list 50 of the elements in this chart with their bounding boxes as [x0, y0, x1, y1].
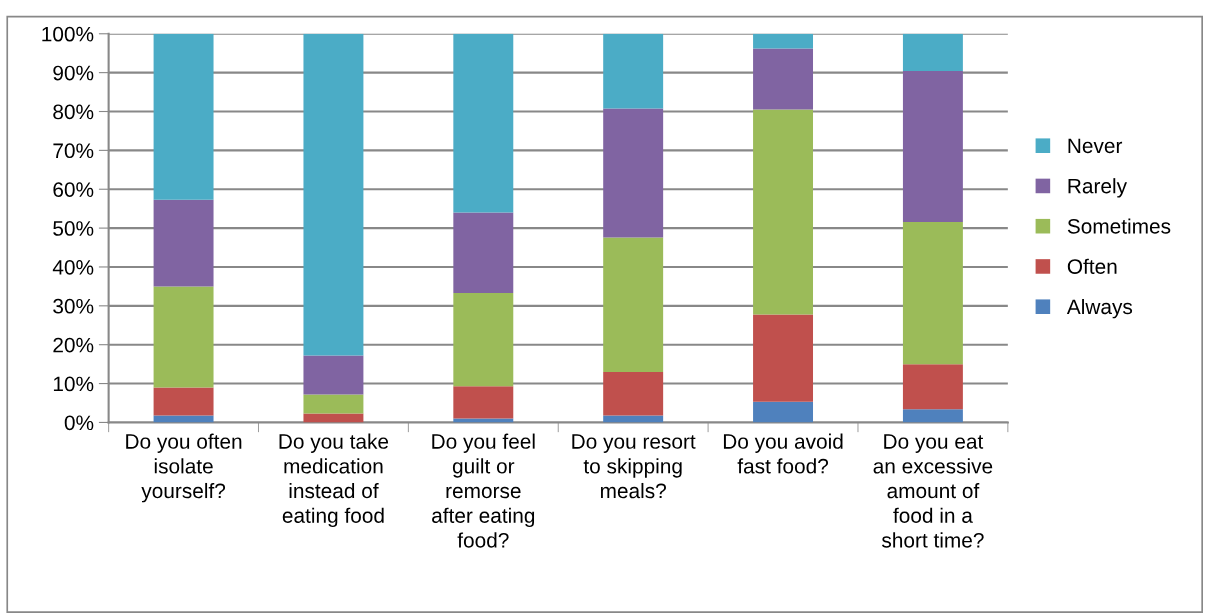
bar	[902, 221, 963, 365]
bar	[153, 387, 214, 416]
y-tick-label: 90%	[53, 65, 94, 81]
bar	[153, 199, 214, 287]
bar	[753, 109, 814, 315]
y-tick-label: 70%	[53, 143, 94, 159]
x-tick-label: Do you feel guilt or remorse after eating food?	[432, 433, 535, 548]
x-tick-label: Do you resort to skipping meals?	[572, 434, 696, 499]
y-tick-label: 30%	[53, 298, 94, 314]
y-tick-label: 0%	[64, 415, 94, 431]
bar	[153, 415, 214, 423]
bar	[753, 314, 814, 402]
y-tick-label: 20%	[53, 337, 94, 353]
bar	[153, 33, 214, 200]
bar	[303, 413, 364, 423]
bar	[902, 71, 963, 222]
bar	[603, 415, 664, 423]
y-tick-label: 50%	[53, 221, 94, 236]
bar	[453, 33, 514, 213]
legend-label: Always	[1066, 298, 1133, 319]
bar	[603, 33, 664, 109]
bar	[753, 48, 814, 110]
y-tick-label: 60%	[53, 182, 94, 197]
x-tick-label: Do you avoid fast food?	[723, 433, 843, 474]
bar	[303, 33, 364, 356]
bar	[902, 409, 963, 423]
legend-label: Sometimes	[1067, 218, 1171, 234]
y-tick-label: 10%	[53, 376, 94, 392]
bar	[603, 371, 664, 416]
x-tick-label: Do you take medication instead of eating food	[279, 433, 389, 528]
bar	[453, 386, 514, 419]
bar	[303, 394, 364, 414]
bar	[603, 108, 664, 238]
y-tick-label: 80%	[53, 104, 94, 120]
bar	[603, 237, 664, 372]
bar	[153, 286, 214, 388]
bar	[902, 364, 963, 410]
legend-label: Never	[1068, 138, 1123, 154]
legend-label: Rarely	[1068, 178, 1127, 198]
bar	[753, 401, 814, 423]
y-tick-label: 40%	[52, 259, 94, 275]
bar	[453, 293, 514, 387]
x-tick-label: Do you eat an excessive amount of food in a short time?	[873, 434, 993, 548]
legend-label: Often	[1067, 258, 1117, 274]
x-tick-label: Do you often isolate yourself?	[126, 433, 242, 503]
bar	[303, 355, 364, 395]
bar	[902, 33, 963, 72]
y-tick-label: 100%	[42, 26, 94, 42]
bar	[753, 33, 814, 49]
bar	[453, 212, 514, 294]
